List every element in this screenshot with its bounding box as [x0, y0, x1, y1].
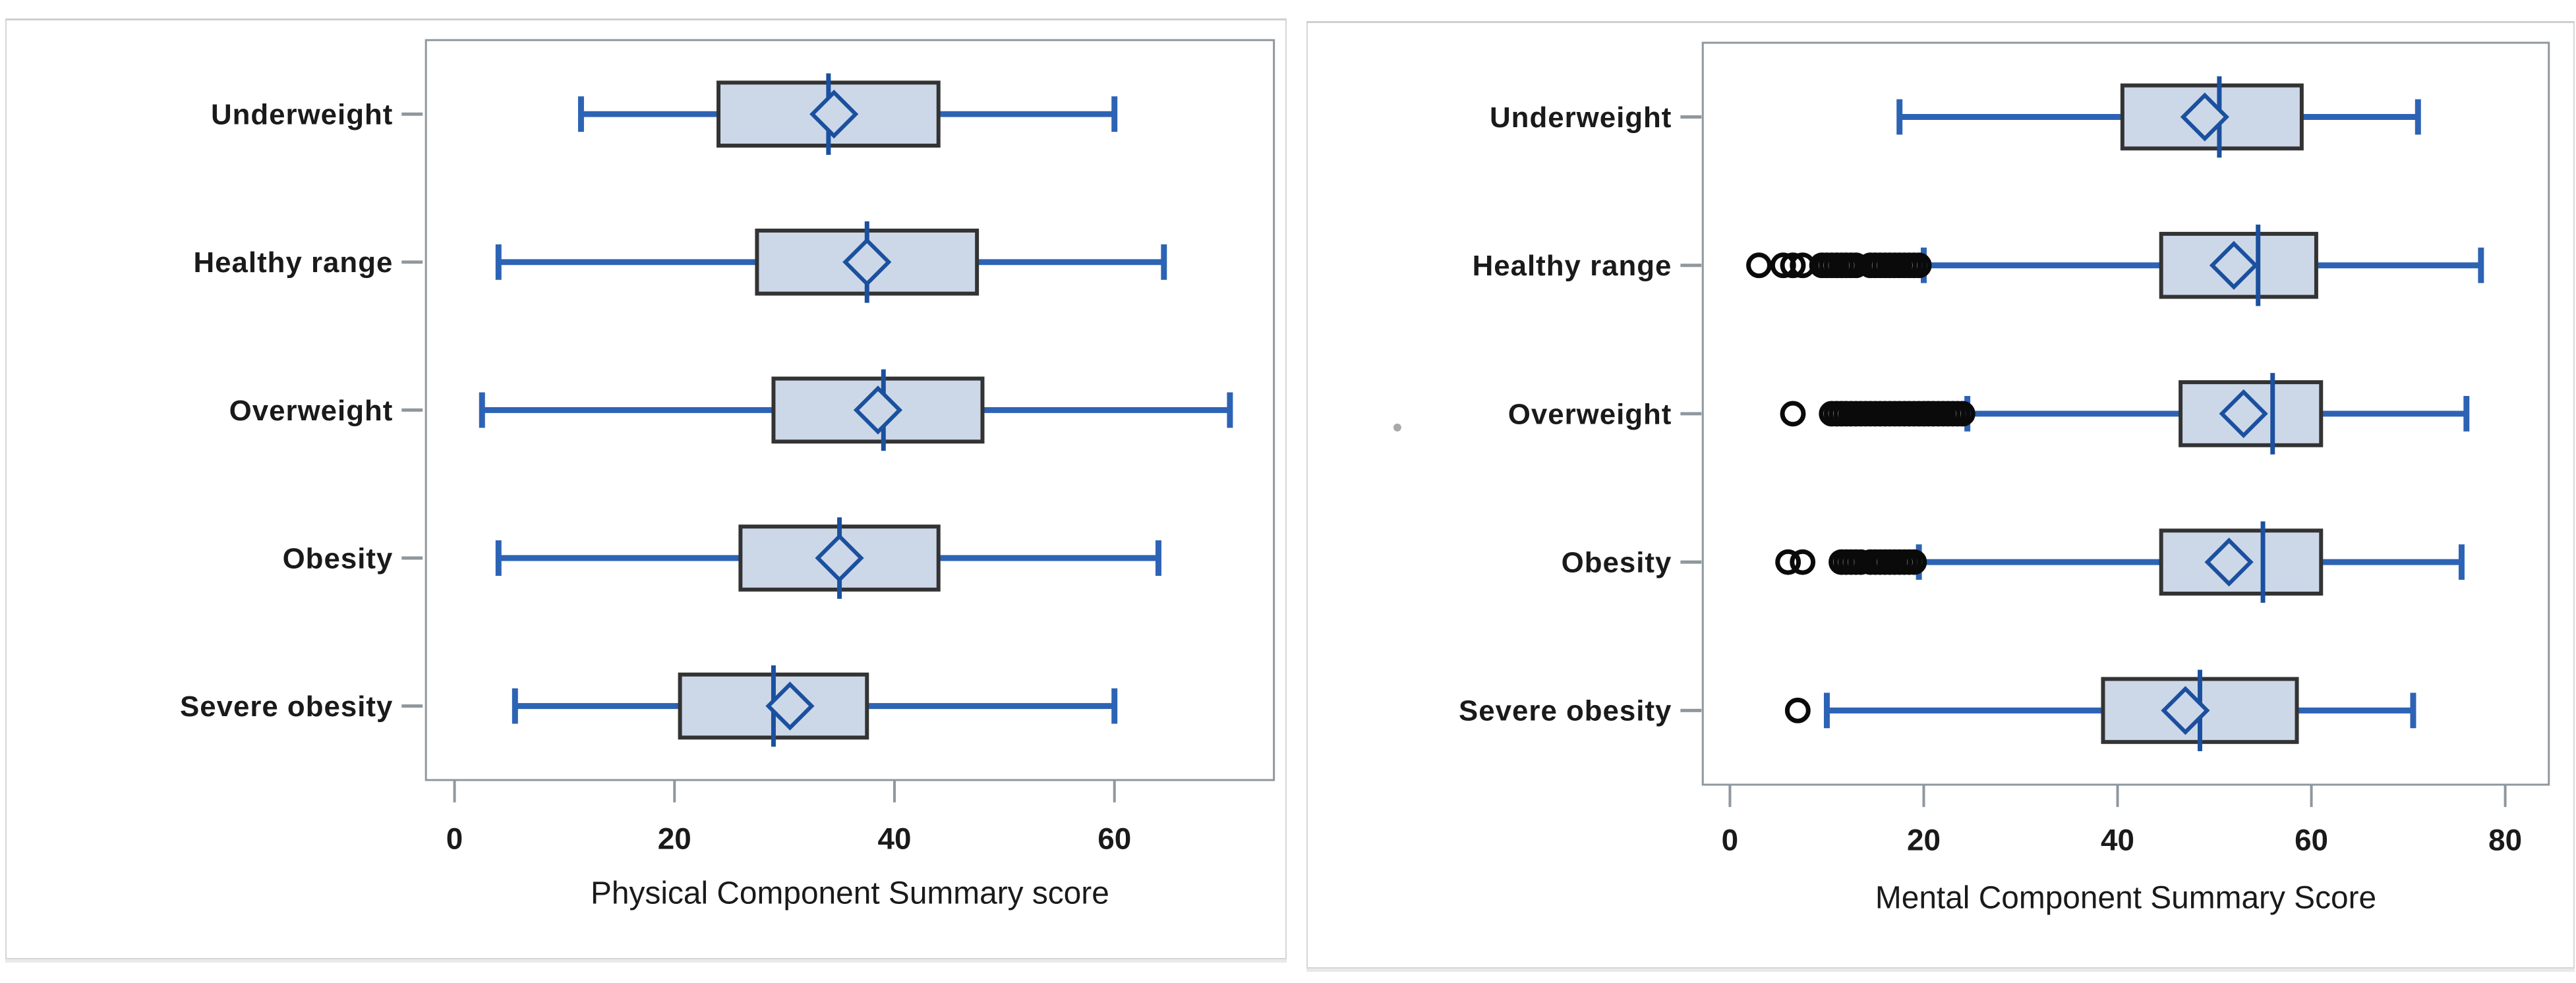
category-label: Overweight	[229, 395, 394, 427]
outlier-point	[1775, 549, 1801, 575]
box-plot-row: Severe obesity	[180, 665, 1118, 747]
x-axis-label: Mental Component Summary Score	[1875, 880, 2376, 915]
outlier-point	[1784, 697, 1811, 723]
box-plot-row: Severe obesity	[1459, 669, 2416, 752]
x-tick-label: 40	[2101, 824, 2134, 857]
panel-physical-component: 0 20 40 60 Physical Component Summary score U…	[5, 18, 1287, 959]
outlier-point	[1746, 252, 1772, 279]
box-plot-row: Healthy range	[194, 221, 1167, 303]
outlier-point	[1906, 252, 1932, 279]
mean-diamond	[2204, 538, 2254, 587]
pcs-boxplot-svg: 0 20 40 60 Physical Component Summary score U…	[180, 39, 1275, 911]
category-label: Severe obesity	[180, 690, 393, 723]
x-tick-label: 40	[877, 822, 911, 856]
outlier-point	[1780, 401, 1806, 427]
plot-frame	[424, 39, 1275, 781]
x-tick-label: 60	[2295, 824, 2328, 857]
plot-frame	[1701, 42, 2550, 786]
box-plot-row: Obesity	[283, 517, 1161, 599]
box-plot-row: Overweight	[229, 369, 1233, 451]
category-label: Overweight	[1508, 398, 1672, 430]
mean-diamond	[815, 533, 864, 583]
box-plot-row: Healthy range	[1473, 224, 2484, 306]
mean-diamond	[2219, 389, 2268, 439]
category-label: Healthy range	[194, 246, 394, 279]
category-label: Healthy range	[1473, 250, 1672, 282]
x-tick-label: 20	[1907, 824, 1941, 857]
outlier-point	[1780, 252, 1806, 279]
x-tick-label: 60	[1098, 822, 1131, 856]
x-tick-label: 80	[2488, 824, 2522, 857]
outlier-point	[1949, 401, 1976, 427]
artifact-dot	[1393, 423, 1401, 432]
category-label: Underweight	[211, 99, 393, 131]
x-tick-label: 20	[658, 822, 691, 856]
mean-diamond	[842, 237, 892, 287]
mean-diamond	[765, 681, 815, 731]
category-label: Severe obesity	[1459, 695, 1672, 727]
category-label: Underweight	[1490, 101, 1672, 134]
outlier-point	[1901, 549, 1927, 575]
category-label: Obesity	[1562, 546, 1672, 578]
mcs-boxplot-svg: 0 20 40 60 80 Mental Component Summary Score U…	[1393, 42, 2550, 915]
x-tick-label: 0	[446, 822, 463, 856]
x-axis-label: Physical Component Summary score	[591, 876, 1109, 911]
panel-mental-component: 0 20 40 60 80 Mental Component Summary Score U…	[1306, 21, 2575, 969]
mean-diamond	[809, 90, 859, 139]
box-plot-row: Obesity	[1562, 521, 2465, 603]
mean-diamond	[853, 385, 903, 435]
mean-diamond	[2180, 92, 2229, 142]
outlier-point	[1790, 549, 1816, 575]
mean-diamond	[2209, 240, 2259, 290]
x-tick-label: 0	[1722, 824, 1739, 857]
box-plot-row: Overweight	[1508, 373, 2470, 455]
box-plot-row: Underweight	[211, 73, 1118, 155]
mean-diamond	[2161, 686, 2210, 735]
category-label: Obesity	[283, 542, 394, 575]
box-plot-row: Underweight	[1490, 76, 2421, 158]
